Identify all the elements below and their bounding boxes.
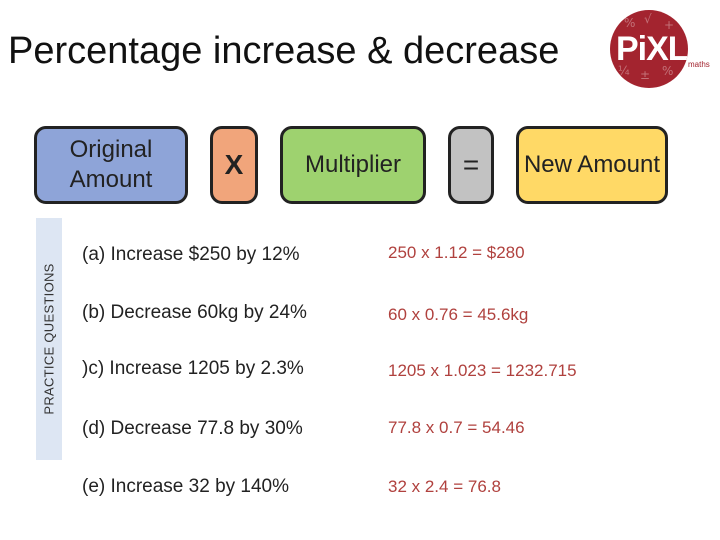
answer-e: 32 x 2.4 = 76.8	[388, 477, 501, 496]
slide-title: Percentage increase & decrease	[8, 30, 560, 72]
question-b: (b) Decrease 60kg by 24%	[82, 302, 307, 323]
original-amount-box: Original Amount	[34, 126, 188, 204]
answer-d: 77.8 x 0.7 = 54.46	[388, 418, 525, 437]
answer-a: 250 x 1.12 = $280	[388, 243, 525, 262]
answer-c: 1205 x 1.023 = 1232.715	[388, 361, 577, 380]
multiplier-box: Multiplier	[280, 126, 426, 204]
logo-text: PiXL	[616, 30, 688, 68]
logo-subtext: maths	[688, 60, 710, 69]
equals-sign-box: =	[448, 126, 494, 204]
question-c: )c) Increase 1205 by 2.3%	[82, 358, 304, 379]
new-amount-box: New Amount	[516, 126, 668, 204]
times-sign-box: X	[210, 126, 258, 204]
question-d: (d) Decrease 77.8 by 30%	[82, 418, 303, 439]
question-a: (a) Increase $250 by 12%	[82, 244, 300, 265]
answer-b: 60 x 0.76 = 45.6kg	[388, 305, 529, 324]
practice-questions-text: PRACTICE QUESTIONS	[41, 263, 57, 415]
question-e: (e) Increase 32 by 140%	[82, 476, 290, 497]
practice-questions-label: PRACTICE QUESTIONS	[36, 218, 62, 460]
pixl-logo: % √ + ¼ ± % PiXL	[610, 10, 688, 88]
